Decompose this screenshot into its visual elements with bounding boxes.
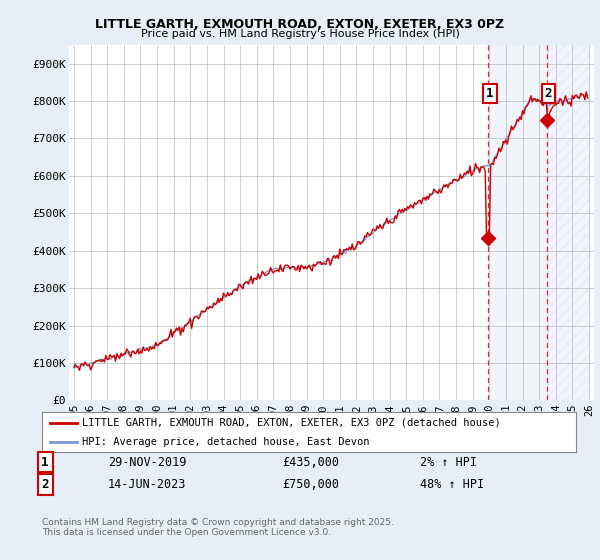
- Text: Price paid vs. HM Land Registry's House Price Index (HPI): Price paid vs. HM Land Registry's House …: [140, 29, 460, 39]
- Text: 1: 1: [41, 455, 49, 469]
- Text: LITTLE GARTH, EXMOUTH ROAD, EXTON, EXETER, EX3 0PZ (detached house): LITTLE GARTH, EXMOUTH ROAD, EXTON, EXETE…: [82, 418, 501, 428]
- Text: £750,000: £750,000: [282, 478, 339, 491]
- Text: 29-NOV-2019: 29-NOV-2019: [108, 455, 187, 469]
- Text: 14-JUN-2023: 14-JUN-2023: [108, 478, 187, 491]
- Text: Contains HM Land Registry data © Crown copyright and database right 2025.
This d: Contains HM Land Registry data © Crown c…: [42, 518, 394, 538]
- Text: LITTLE GARTH, EXMOUTH ROAD, EXTON, EXETER, EX3 0PZ: LITTLE GARTH, EXMOUTH ROAD, EXTON, EXETE…: [95, 18, 505, 31]
- Text: 1: 1: [486, 87, 493, 100]
- Text: £435,000: £435,000: [282, 455, 339, 469]
- Text: 48% ↑ HPI: 48% ↑ HPI: [420, 478, 484, 491]
- Bar: [488, 45, 547, 400]
- Text: 2: 2: [545, 87, 552, 100]
- Text: 2: 2: [41, 478, 49, 491]
- Bar: [547, 45, 589, 400]
- Text: HPI: Average price, detached house, East Devon: HPI: Average price, detached house, East…: [82, 437, 370, 447]
- Text: 2% ↑ HPI: 2% ↑ HPI: [420, 455, 477, 469]
